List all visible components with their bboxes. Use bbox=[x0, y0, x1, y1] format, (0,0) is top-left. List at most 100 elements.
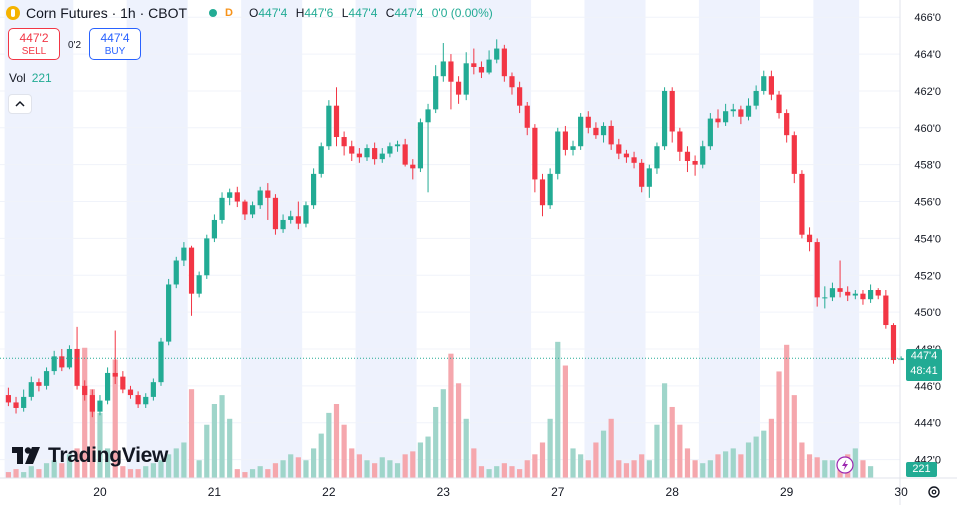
candle-body bbox=[478, 66, 485, 73]
session-background bbox=[4, 0, 860, 478]
candle-body bbox=[669, 90, 675, 132]
candle-body bbox=[112, 372, 118, 377]
volume-bar bbox=[654, 424, 660, 478]
candle bbox=[478, 61, 485, 79]
candle-body bbox=[89, 395, 95, 412]
candle bbox=[204, 234, 210, 279]
candle-body bbox=[822, 297, 828, 299]
lightning-icon[interactable] bbox=[836, 456, 854, 474]
tradingview-logo-text: TradingView bbox=[48, 444, 169, 467]
candle bbox=[852, 290, 858, 300]
volume-bars bbox=[5, 341, 874, 478]
candle bbox=[104, 367, 111, 405]
candle bbox=[135, 391, 141, 408]
volume-bar bbox=[97, 412, 103, 478]
volume-bar bbox=[364, 460, 370, 478]
candle-body bbox=[104, 372, 111, 401]
candle bbox=[59, 348, 65, 372]
volume-bar bbox=[669, 406, 675, 478]
tradingview-logo[interactable]: TradingView bbox=[12, 444, 168, 468]
volume-bar bbox=[684, 448, 691, 478]
candle bbox=[372, 142, 378, 165]
volume-bar bbox=[501, 463, 507, 478]
candle-body bbox=[623, 153, 630, 158]
candle bbox=[486, 50, 492, 75]
candle bbox=[562, 125, 568, 156]
candle-body bbox=[74, 348, 80, 386]
price-tick-label: 450'0 bbox=[914, 307, 941, 319]
candle bbox=[158, 337, 164, 386]
candle bbox=[120, 371, 126, 394]
candle bbox=[97, 395, 103, 416]
candle-body bbox=[249, 205, 256, 215]
candlesticks bbox=[5, 39, 904, 418]
candle bbox=[608, 120, 614, 150]
volume-bar bbox=[829, 460, 836, 478]
candle bbox=[82, 380, 88, 401]
volume-label: Vol bbox=[9, 71, 26, 85]
candle bbox=[318, 142, 324, 178]
volume-bar bbox=[333, 404, 340, 478]
candle bbox=[173, 256, 179, 289]
candle-body bbox=[379, 153, 385, 160]
price-axis: 442'0444'0446'0448'0450'0452'0454'0456'0… bbox=[899, 0, 941, 505]
volume-bar bbox=[387, 460, 393, 478]
volume-bar bbox=[578, 454, 584, 478]
candle-body bbox=[166, 284, 172, 342]
candle bbox=[440, 43, 446, 82]
candle bbox=[532, 124, 538, 193]
candle-body bbox=[127, 389, 134, 396]
volume-bar bbox=[158, 460, 164, 478]
sell-button[interactable]: 447'2 SELL bbox=[8, 28, 60, 60]
time-tick-label: 21 bbox=[208, 485, 222, 499]
collapse-legend-button[interactable] bbox=[8, 94, 32, 114]
volume-bar bbox=[104, 448, 111, 478]
candle-body bbox=[387, 146, 393, 154]
volume-bar bbox=[356, 454, 362, 478]
candle bbox=[21, 389, 27, 412]
volume-legend: Vol 221 bbox=[9, 71, 52, 85]
symbol-title[interactable]: Corn Futures · 1h · CBOT bbox=[26, 5, 188, 21]
symbol-header[interactable]: Corn Futures · 1h · CBOT D O447'4 H447'6… bbox=[6, 4, 498, 22]
volume-bar bbox=[51, 460, 57, 478]
candle bbox=[227, 188, 233, 206]
volume-bar bbox=[600, 430, 607, 478]
volume-bar bbox=[59, 463, 65, 478]
volume-bar bbox=[13, 469, 19, 478]
volume-bar bbox=[753, 436, 759, 478]
volume-bar bbox=[166, 454, 172, 478]
candle-body bbox=[448, 61, 454, 82]
candle bbox=[425, 103, 431, 193]
session-band bbox=[698, 0, 760, 478]
candle-body bbox=[364, 148, 370, 158]
candle bbox=[867, 284, 874, 303]
price-tick-label: 464'0 bbox=[914, 49, 941, 61]
price-tick-label: 454'0 bbox=[914, 233, 941, 245]
candle-body bbox=[402, 144, 408, 165]
volume-bar bbox=[761, 430, 767, 478]
volume-bar bbox=[204, 424, 210, 478]
buy-button[interactable]: 447'4 BUY bbox=[89, 28, 141, 60]
candle bbox=[127, 385, 134, 399]
volume-bar bbox=[242, 472, 248, 478]
candle bbox=[692, 155, 698, 176]
candle-body bbox=[150, 382, 156, 397]
volume-bar bbox=[303, 460, 309, 478]
market-badge: D bbox=[225, 7, 233, 19]
volume-bar bbox=[547, 418, 553, 478]
candle-body bbox=[715, 118, 721, 123]
candle-body bbox=[517, 87, 523, 106]
candle-body bbox=[639, 162, 645, 187]
candle bbox=[433, 65, 439, 114]
volume-bar bbox=[692, 460, 698, 478]
volume-bar bbox=[349, 448, 355, 478]
volume-bar bbox=[234, 469, 240, 478]
settings-icon[interactable] bbox=[928, 486, 940, 498]
candle bbox=[860, 290, 866, 305]
low-value: 447'4 bbox=[348, 6, 378, 20]
candle-body bbox=[799, 173, 805, 235]
candle-body bbox=[265, 190, 271, 198]
volume-bar bbox=[127, 469, 134, 478]
candle bbox=[349, 140, 355, 161]
